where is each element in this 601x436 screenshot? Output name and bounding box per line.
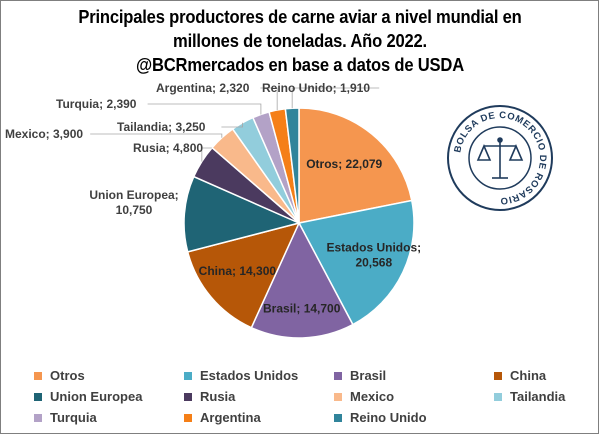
- legend-swatch: [184, 413, 192, 422]
- legend-label: Mexico: [350, 389, 395, 404]
- legend-label: China: [510, 368, 547, 383]
- legend-label: Turquia: [50, 410, 97, 425]
- legend-item-argentina: Argentina: [184, 409, 334, 426]
- title-line-2: millones de toneladas. Año 2022.: [173, 31, 427, 51]
- leader-line-mexico: [90, 133, 223, 138]
- legend-swatch: [184, 371, 192, 380]
- scales-of-justice-icon: [476, 137, 524, 179]
- legend-label: Brasil: [350, 368, 387, 383]
- pie-slice-china: [186, 221, 301, 329]
- legend-swatch: [334, 413, 342, 422]
- chart-legend: Otros Estados Unidos Brasil China Union Euro…: [34, 367, 594, 426]
- legend-label: Argentina: [200, 410, 261, 425]
- data-labels: Otros; 22,079 Estados Unidos; 20,568 Brasil…: [5, 81, 421, 316]
- legend-item-turquia: Turquia: [34, 409, 184, 426]
- legend-swatch: [494, 371, 502, 380]
- data-label-union-europea: Union Europea; 10,750: [89, 188, 178, 217]
- legend-swatch: [34, 413, 42, 422]
- data-label-estados-unidos: Estados Unidos; 20,568: [326, 241, 421, 270]
- legend-item-china: China: [494, 367, 594, 384]
- data-label-argentina: Argentina; 2,320: [156, 81, 250, 95]
- legend-item-union-europea: Union Europea: [34, 388, 184, 405]
- legend-label: Estados Unidos: [200, 368, 299, 383]
- pie-slice-estados-unidos: [297, 199, 415, 326]
- legend-swatch: [34, 392, 42, 401]
- data-label-brasil: Brasil; 14,700: [263, 302, 341, 316]
- legend-item-estados-unidos: Estados Unidos: [184, 367, 334, 384]
- legend-label: Tailandia: [510, 389, 566, 404]
- leader-lines: [90, 87, 380, 162]
- legend-item-brasil: Brasil: [334, 367, 494, 384]
- legend-swatch: [334, 371, 342, 380]
- legend-label: Union Europea: [50, 389, 143, 404]
- legend-item-tailandia: Tailandia: [494, 388, 594, 405]
- legend-item-mexico: Mexico: [334, 388, 494, 405]
- legend-swatch: [334, 392, 342, 401]
- legend-label: Otros: [50, 368, 85, 383]
- legend-item-reino-unido: Reino Unido: [334, 409, 494, 426]
- legend-swatch: [184, 392, 192, 401]
- leader-line-tailandia: [221, 122, 243, 128]
- legend-label: Rusia: [200, 389, 236, 404]
- legend-label: Reino Unido: [350, 410, 427, 425]
- title-line-1: Principales productores de carne aviar a…: [78, 7, 522, 27]
- pie-slices: [183, 107, 415, 339]
- pie-slice-union-europea: [183, 175, 302, 253]
- leader-line-turquia: [147, 103, 262, 115]
- leader-line-argentina: [260, 87, 278, 111]
- data-label-rusia: Rusia; 4,800: [133, 141, 203, 155]
- legend-swatch: [34, 371, 42, 380]
- leader-line-reino-unido: [291, 87, 380, 109]
- data-label-mexico: Mexico; 3,900: [5, 127, 83, 141]
- data-label-turquia: Turquia; 2,390: [56, 97, 137, 111]
- pie-slice-otros: [298, 107, 413, 224]
- data-label-tailandia: Tailandia; 3,250: [117, 120, 206, 134]
- legend-item-otros: Otros: [34, 367, 184, 384]
- legend-swatch: [494, 392, 502, 401]
- leader-line-rusia: [201, 147, 212, 162]
- legend-item-rusia: Rusia: [184, 388, 334, 405]
- data-label-reino-unido: Reino Unido; 1,910: [262, 81, 370, 95]
- data-label-otros: Otros; 22,079: [306, 157, 382, 171]
- title-line-3: @BCRmercados en base a datos de USDA: [136, 55, 464, 75]
- data-label-china: China; 14,300: [199, 264, 277, 278]
- bolsa-de-comercio-seal: BOLSA DE COMERCIO DE ROSARIO: [447, 105, 553, 211]
- pie-slice-brasil: [250, 221, 354, 339]
- chart-title: Principales productores de carne aviar a…: [61, 5, 539, 77]
